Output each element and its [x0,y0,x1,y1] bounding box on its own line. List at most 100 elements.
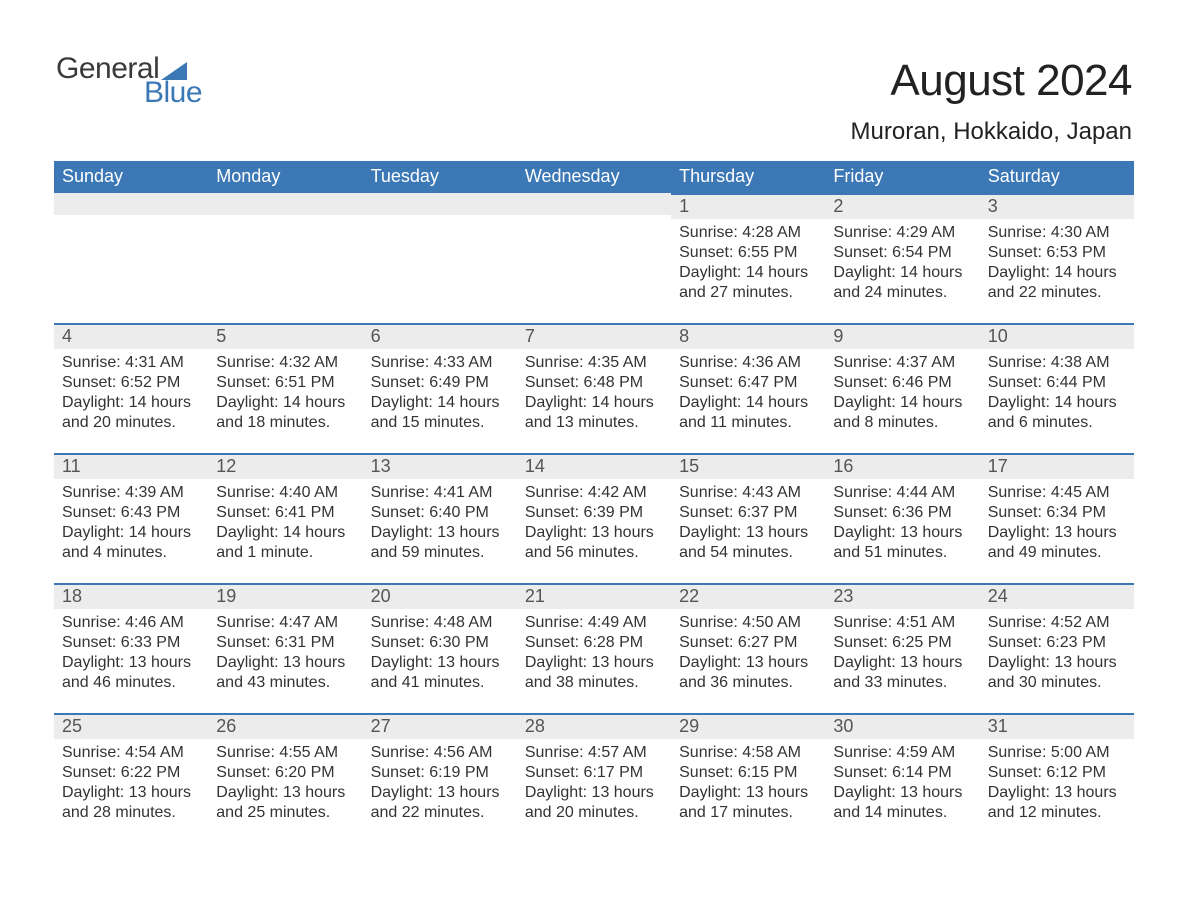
sunrise-line: Sunrise: 4:33 AM [371,353,509,373]
daylight-line: Daylight: 13 hours and 12 minutes. [988,783,1126,823]
day-details: Sunrise: 4:57 AMSunset: 6:17 PMDaylight:… [517,739,671,827]
calendar-day-cell: 31Sunrise: 5:00 AMSunset: 6:12 PMDayligh… [980,713,1134,843]
sunset-line: Sunset: 6:19 PM [371,763,509,783]
daylight-line: Daylight: 13 hours and 33 minutes. [833,653,971,693]
daylight-line: Daylight: 13 hours and 28 minutes. [62,783,200,823]
sunrise-line: Sunrise: 4:32 AM [216,353,354,373]
daylight-line: Daylight: 13 hours and 49 minutes. [988,523,1126,563]
daylight-line: Daylight: 13 hours and 30 minutes. [988,653,1126,693]
day-number: 10 [980,323,1134,349]
sunrise-line: Sunrise: 4:36 AM [679,353,817,373]
calendar-day-cell: 10Sunrise: 4:38 AMSunset: 6:44 PMDayligh… [980,323,1134,453]
day-number: 4 [54,323,208,349]
daylight-line: Daylight: 13 hours and 14 minutes. [833,783,971,823]
day-number: 14 [517,453,671,479]
daylight-line: Daylight: 13 hours and 43 minutes. [216,653,354,693]
daylight-line: Daylight: 13 hours and 22 minutes. [371,783,509,823]
sunset-line: Sunset: 6:46 PM [833,373,971,393]
day-number: 31 [980,713,1134,739]
day-number: 12 [208,453,362,479]
day-number: 15 [671,453,825,479]
month-title: August 2024 [851,56,1132,106]
day-number: 29 [671,713,825,739]
daylight-line: Daylight: 13 hours and 54 minutes. [679,523,817,563]
sunrise-line: Sunrise: 4:55 AM [216,743,354,763]
day-details: Sunrise: 4:56 AMSunset: 6:19 PMDaylight:… [363,739,517,827]
sunrise-line: Sunrise: 4:58 AM [679,743,817,763]
day-details: Sunrise: 4:35 AMSunset: 6:48 PMDaylight:… [517,349,671,437]
calendar-day-cell: 20Sunrise: 4:48 AMSunset: 6:30 PMDayligh… [363,583,517,713]
calendar-day-cell: 14Sunrise: 4:42 AMSunset: 6:39 PMDayligh… [517,453,671,583]
calendar-table: Sunday Monday Tuesday Wednesday Thursday… [54,161,1134,843]
sunset-line: Sunset: 6:55 PM [679,243,817,263]
daylight-line: Daylight: 14 hours and 15 minutes. [371,393,509,433]
day-number: 2 [825,193,979,219]
sunset-line: Sunset: 6:34 PM [988,503,1126,523]
sunset-line: Sunset: 6:33 PM [62,633,200,653]
day-number: 11 [54,453,208,479]
day-details: Sunrise: 4:40 AMSunset: 6:41 PMDaylight:… [208,479,362,567]
day-details: Sunrise: 4:37 AMSunset: 6:46 PMDaylight:… [825,349,979,437]
sunrise-line: Sunrise: 4:44 AM [833,483,971,503]
calendar-day-cell: 18Sunrise: 4:46 AMSunset: 6:33 PMDayligh… [54,583,208,713]
sunrise-line: Sunrise: 4:29 AM [833,223,971,243]
day-number: 28 [517,713,671,739]
calendar-day-cell: 25Sunrise: 4:54 AMSunset: 6:22 PMDayligh… [54,713,208,843]
day-number: 22 [671,583,825,609]
calendar-week-row: 25Sunrise: 4:54 AMSunset: 6:22 PMDayligh… [54,713,1134,843]
daylight-line: Daylight: 13 hours and 46 minutes. [62,653,200,693]
day-details: Sunrise: 4:46 AMSunset: 6:33 PMDaylight:… [54,609,208,697]
sunset-line: Sunset: 6:31 PM [216,633,354,653]
sunset-line: Sunset: 6:49 PM [371,373,509,393]
sunrise-line: Sunrise: 4:54 AM [62,743,200,763]
sunrise-line: Sunrise: 4:41 AM [371,483,509,503]
sunrise-line: Sunrise: 4:35 AM [525,353,663,373]
sunrise-line: Sunrise: 4:46 AM [62,613,200,633]
weekday-header: Sunday [54,161,208,193]
calendar-day-cell [208,193,362,323]
day-details: Sunrise: 4:52 AMSunset: 6:23 PMDaylight:… [980,609,1134,697]
calendar-week-row: 1Sunrise: 4:28 AMSunset: 6:55 PMDaylight… [54,193,1134,323]
sunset-line: Sunset: 6:44 PM [988,373,1126,393]
calendar-day-cell: 29Sunrise: 4:58 AMSunset: 6:15 PMDayligh… [671,713,825,843]
weekday-header: Saturday [980,161,1134,193]
day-number: 21 [517,583,671,609]
day-number: 7 [517,323,671,349]
day-number: 6 [363,323,517,349]
day-details: Sunrise: 4:58 AMSunset: 6:15 PMDaylight:… [671,739,825,827]
sunrise-line: Sunrise: 4:48 AM [371,613,509,633]
calendar-day-cell: 1Sunrise: 4:28 AMSunset: 6:55 PMDaylight… [671,193,825,323]
location-subtitle: Muroran, Hokkaido, Japan [851,118,1132,146]
daylight-line: Daylight: 14 hours and 4 minutes. [62,523,200,563]
day-details: Sunrise: 5:00 AMSunset: 6:12 PMDaylight:… [980,739,1134,827]
calendar-day-cell: 21Sunrise: 4:49 AMSunset: 6:28 PMDayligh… [517,583,671,713]
sunrise-line: Sunrise: 4:38 AM [988,353,1126,373]
day-details: Sunrise: 4:54 AMSunset: 6:22 PMDaylight:… [54,739,208,827]
calendar-day-cell [363,193,517,323]
day-number: 24 [980,583,1134,609]
empty-day-bar [54,193,208,215]
day-details: Sunrise: 4:44 AMSunset: 6:36 PMDaylight:… [825,479,979,567]
daylight-line: Daylight: 14 hours and 8 minutes. [833,393,971,433]
day-details: Sunrise: 4:43 AMSunset: 6:37 PMDaylight:… [671,479,825,567]
sunset-line: Sunset: 6:15 PM [679,763,817,783]
daylight-line: Daylight: 14 hours and 11 minutes. [679,393,817,433]
day-details: Sunrise: 4:41 AMSunset: 6:40 PMDaylight:… [363,479,517,567]
day-number: 30 [825,713,979,739]
weekday-header: Thursday [671,161,825,193]
daylight-line: Daylight: 14 hours and 24 minutes. [833,263,971,303]
sunset-line: Sunset: 6:51 PM [216,373,354,393]
calendar-day-cell: 16Sunrise: 4:44 AMSunset: 6:36 PMDayligh… [825,453,979,583]
calendar-day-cell: 12Sunrise: 4:40 AMSunset: 6:41 PMDayligh… [208,453,362,583]
sunrise-line: Sunrise: 4:49 AM [525,613,663,633]
sunset-line: Sunset: 6:43 PM [62,503,200,523]
day-number: 5 [208,323,362,349]
sunset-line: Sunset: 6:23 PM [988,633,1126,653]
calendar-day-cell: 28Sunrise: 4:57 AMSunset: 6:17 PMDayligh… [517,713,671,843]
calendar-week-row: 18Sunrise: 4:46 AMSunset: 6:33 PMDayligh… [54,583,1134,713]
daylight-line: Daylight: 14 hours and 27 minutes. [679,263,817,303]
sunrise-line: Sunrise: 4:50 AM [679,613,817,633]
calendar-day-cell: 17Sunrise: 4:45 AMSunset: 6:34 PMDayligh… [980,453,1134,583]
sunrise-line: Sunrise: 4:43 AM [679,483,817,503]
day-details: Sunrise: 4:32 AMSunset: 6:51 PMDaylight:… [208,349,362,437]
